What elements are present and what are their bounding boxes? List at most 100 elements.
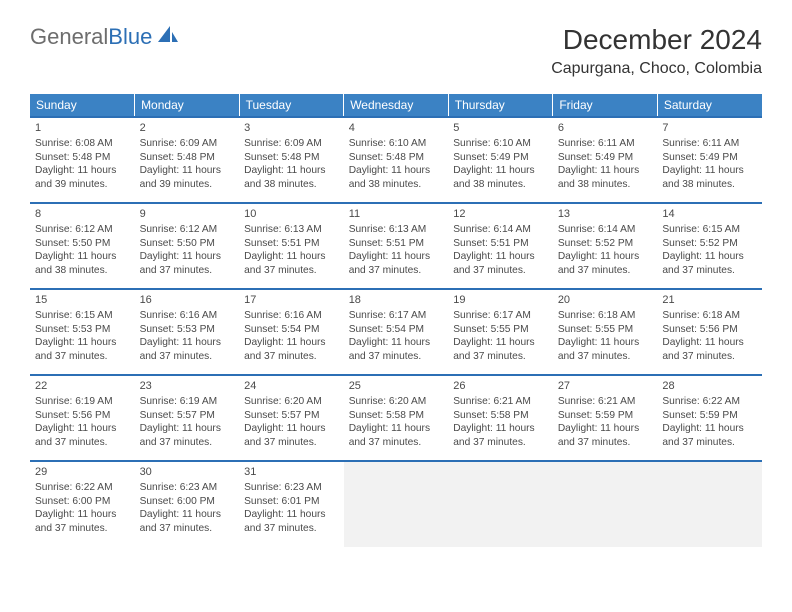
day-number: 31 <box>244 465 339 480</box>
cell-line: Sunrise: 6:14 AM <box>558 223 653 237</box>
day-number: 5 <box>453 121 548 136</box>
cell-line: and 39 minutes. <box>140 178 235 192</box>
cell-line: Daylight: 11 hours <box>140 508 235 522</box>
day-number: 18 <box>349 293 444 308</box>
day-number: 12 <box>453 207 548 222</box>
calendar-cell: 20Sunrise: 6:18 AMSunset: 5:55 PMDayligh… <box>553 289 658 375</box>
day-number: 9 <box>140 207 235 222</box>
calendar-cell: 23Sunrise: 6:19 AMSunset: 5:57 PMDayligh… <box>135 375 240 461</box>
cell-line: Daylight: 11 hours <box>140 250 235 264</box>
calendar-cell: 15Sunrise: 6:15 AMSunset: 5:53 PMDayligh… <box>30 289 135 375</box>
day-header: Thursday <box>448 94 553 117</box>
cell-line: Sunset: 5:56 PM <box>35 409 130 423</box>
day-number: 7 <box>662 121 757 136</box>
cell-line: Daylight: 11 hours <box>558 164 653 178</box>
cell-line: and 37 minutes. <box>244 436 339 450</box>
cell-line: Sunrise: 6:09 AM <box>244 137 339 151</box>
cell-line: Sunset: 5:57 PM <box>244 409 339 423</box>
cell-line: and 38 minutes. <box>453 178 548 192</box>
day-number: 6 <box>558 121 653 136</box>
cell-line: Sunrise: 6:13 AM <box>349 223 444 237</box>
cell-line: Daylight: 11 hours <box>349 422 444 436</box>
cell-line: Sunrise: 6:15 AM <box>35 309 130 323</box>
cell-line: and 37 minutes. <box>453 436 548 450</box>
calendar-cell: 18Sunrise: 6:17 AMSunset: 5:54 PMDayligh… <box>344 289 449 375</box>
cell-line: Sunrise: 6:14 AM <box>453 223 548 237</box>
calendar-row: 8Sunrise: 6:12 AMSunset: 5:50 PMDaylight… <box>30 203 762 289</box>
calendar-cell: 24Sunrise: 6:20 AMSunset: 5:57 PMDayligh… <box>239 375 344 461</box>
calendar-cell: 12Sunrise: 6:14 AMSunset: 5:51 PMDayligh… <box>448 203 553 289</box>
cell-line: Sunset: 6:01 PM <box>244 495 339 509</box>
cell-line: Sunset: 5:49 PM <box>558 151 653 165</box>
day-number: 16 <box>140 293 235 308</box>
cell-line: Daylight: 11 hours <box>558 250 653 264</box>
calendar-row: 15Sunrise: 6:15 AMSunset: 5:53 PMDayligh… <box>30 289 762 375</box>
cell-line: and 37 minutes. <box>558 350 653 364</box>
cell-line: Daylight: 11 hours <box>244 164 339 178</box>
logo-word2: Blue <box>108 24 152 50</box>
cell-line: and 37 minutes. <box>558 436 653 450</box>
cell-line: Daylight: 11 hours <box>35 422 130 436</box>
calendar-row: 1Sunrise: 6:08 AMSunset: 5:48 PMDaylight… <box>30 117 762 203</box>
cell-line: Sunrise: 6:08 AM <box>35 137 130 151</box>
cell-line: Daylight: 11 hours <box>244 250 339 264</box>
calendar-cell: 30Sunrise: 6:23 AMSunset: 6:00 PMDayligh… <box>135 461 240 547</box>
calendar-cell: 4Sunrise: 6:10 AMSunset: 5:48 PMDaylight… <box>344 117 449 203</box>
cell-line: Daylight: 11 hours <box>453 336 548 350</box>
calendar-cell: 5Sunrise: 6:10 AMSunset: 5:49 PMDaylight… <box>448 117 553 203</box>
day-number: 10 <box>244 207 339 222</box>
cell-line: Sunset: 5:50 PM <box>35 237 130 251</box>
cell-line: Sunrise: 6:13 AM <box>244 223 339 237</box>
calendar-cell-empty <box>657 461 762 547</box>
day-number: 22 <box>35 379 130 394</box>
cell-line: and 37 minutes. <box>244 264 339 278</box>
cell-line: and 37 minutes. <box>349 264 444 278</box>
location: Capurgana, Choco, Colombia <box>551 60 762 78</box>
cell-line: Sunrise: 6:17 AM <box>349 309 444 323</box>
cell-line: Daylight: 11 hours <box>140 336 235 350</box>
cell-line: and 37 minutes. <box>140 264 235 278</box>
day-header: Monday <box>135 94 240 117</box>
calendar-cell: 31Sunrise: 6:23 AMSunset: 6:01 PMDayligh… <box>239 461 344 547</box>
day-number: 29 <box>35 465 130 480</box>
cell-line: Sunrise: 6:09 AM <box>140 137 235 151</box>
cell-line: Sunrise: 6:19 AM <box>35 395 130 409</box>
calendar-row: 22Sunrise: 6:19 AMSunset: 5:56 PMDayligh… <box>30 375 762 461</box>
cell-line: Sunrise: 6:20 AM <box>244 395 339 409</box>
cell-line: Sunset: 5:51 PM <box>349 237 444 251</box>
cell-line: and 37 minutes. <box>140 350 235 364</box>
header: GeneralBlue December 2024 Capurgana, Cho… <box>30 24 762 78</box>
day-header: Tuesday <box>239 94 344 117</box>
day-number: 24 <box>244 379 339 394</box>
calendar-cell-empty <box>448 461 553 547</box>
cell-line: and 38 minutes. <box>662 178 757 192</box>
cell-line: Daylight: 11 hours <box>349 250 444 264</box>
cell-line: Daylight: 11 hours <box>558 336 653 350</box>
cell-line: Sunrise: 6:21 AM <box>558 395 653 409</box>
cell-line: and 37 minutes. <box>35 350 130 364</box>
day-number: 28 <box>662 379 757 394</box>
calendar-cell: 9Sunrise: 6:12 AMSunset: 5:50 PMDaylight… <box>135 203 240 289</box>
cell-line: and 37 minutes. <box>140 522 235 536</box>
cell-line: Sunrise: 6:20 AM <box>349 395 444 409</box>
cell-line: Sunset: 5:58 PM <box>349 409 444 423</box>
cell-line: and 38 minutes. <box>244 178 339 192</box>
cell-line: and 38 minutes. <box>35 264 130 278</box>
cell-line: Sunset: 5:49 PM <box>453 151 548 165</box>
cell-line: Sunrise: 6:12 AM <box>140 223 235 237</box>
cell-line: and 37 minutes. <box>140 436 235 450</box>
day-header: Saturday <box>657 94 762 117</box>
day-number: 19 <box>453 293 548 308</box>
day-number: 26 <box>453 379 548 394</box>
cell-line: Sunset: 5:55 PM <box>558 323 653 337</box>
cell-line: Sunset: 5:55 PM <box>453 323 548 337</box>
cell-line: Sunrise: 6:22 AM <box>662 395 757 409</box>
title-block: December 2024 Capurgana, Choco, Colombia <box>551 24 762 78</box>
cell-line: and 37 minutes. <box>35 522 130 536</box>
cell-line: Sunrise: 6:11 AM <box>558 137 653 151</box>
cell-line: Sunset: 5:52 PM <box>662 237 757 251</box>
cell-line: Sunset: 6:00 PM <box>35 495 130 509</box>
cell-line: Sunrise: 6:18 AM <box>662 309 757 323</box>
day-number: 3 <box>244 121 339 136</box>
cell-line: Daylight: 11 hours <box>35 508 130 522</box>
